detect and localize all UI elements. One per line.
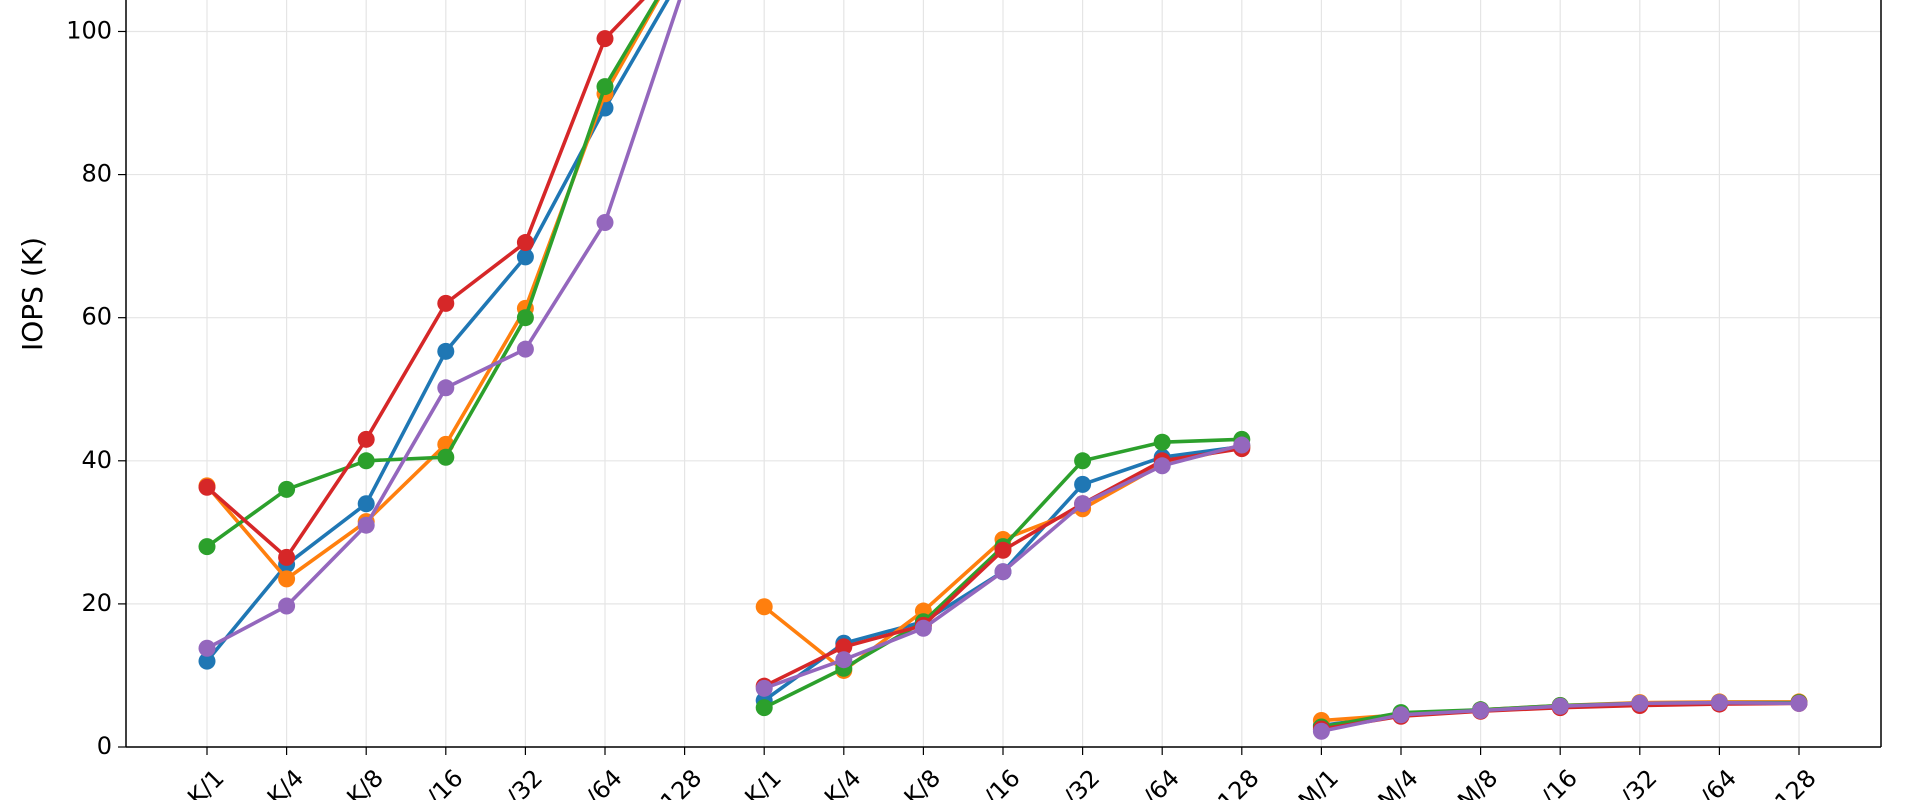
data-point bbox=[994, 541, 1012, 559]
plot-area bbox=[198, 0, 1808, 740]
x-tick-label: 128 bbox=[1212, 764, 1264, 800]
data-point bbox=[1074, 452, 1092, 470]
data-point bbox=[1551, 697, 1569, 715]
x-tick-label: /16 bbox=[1536, 764, 1583, 800]
data-point bbox=[1631, 694, 1649, 712]
data-point bbox=[357, 495, 375, 513]
x-tick-label: M/1 bbox=[1293, 764, 1344, 800]
data-point bbox=[1153, 457, 1171, 475]
x-tick-label: K/4 bbox=[262, 764, 309, 800]
y-tick-label: 20 bbox=[81, 589, 112, 617]
data-point bbox=[755, 699, 773, 717]
data-point bbox=[437, 294, 455, 312]
data-point bbox=[357, 452, 375, 470]
y-tick-label: 80 bbox=[81, 160, 112, 188]
x-tick-label: K/1 bbox=[182, 764, 229, 800]
data-point bbox=[1312, 722, 1330, 740]
data-point bbox=[278, 570, 296, 588]
data-point bbox=[278, 597, 296, 615]
data-point bbox=[516, 248, 534, 266]
x-tick-label: /32 bbox=[501, 764, 548, 800]
data-point bbox=[835, 638, 853, 656]
y-tick-label: 0 bbox=[97, 732, 112, 760]
data-point bbox=[1074, 475, 1092, 493]
data-point bbox=[437, 379, 455, 397]
x-tick-label: K/1 bbox=[739, 764, 786, 800]
data-point bbox=[198, 639, 216, 657]
data-point bbox=[1790, 694, 1808, 712]
data-point bbox=[755, 598, 773, 616]
data-point bbox=[198, 478, 216, 496]
data-point bbox=[516, 234, 534, 252]
x-tick-label: M/8 bbox=[1452, 764, 1503, 800]
x-tick-label: /16 bbox=[421, 764, 468, 800]
x-tick-label: /64 bbox=[1695, 764, 1742, 800]
data-point bbox=[596, 30, 614, 48]
x-tick-label: K/4 bbox=[819, 764, 866, 800]
x-tick-label: /64 bbox=[581, 764, 628, 800]
data-point bbox=[198, 538, 216, 556]
data-point bbox=[357, 430, 375, 448]
data-point bbox=[994, 563, 1012, 581]
data-point bbox=[1472, 702, 1490, 720]
data-point bbox=[437, 448, 455, 466]
x-tick-label: /64 bbox=[1138, 764, 1185, 800]
data-point bbox=[278, 480, 296, 498]
data-point bbox=[1074, 495, 1092, 513]
data-point bbox=[914, 619, 932, 637]
x-tick-label: /32 bbox=[1615, 764, 1662, 800]
data-point bbox=[755, 679, 773, 697]
data-point bbox=[596, 78, 614, 96]
data-point bbox=[1153, 433, 1171, 451]
x-tick-label: 128 bbox=[655, 764, 707, 800]
data-point bbox=[835, 651, 853, 669]
x-tick-label: M/4 bbox=[1373, 764, 1424, 800]
data-point bbox=[596, 214, 614, 232]
data-point bbox=[198, 652, 216, 670]
x-tick-label: /16 bbox=[979, 764, 1026, 800]
data-point bbox=[1392, 706, 1410, 724]
x-tick-label: 128 bbox=[1769, 764, 1821, 800]
data-point bbox=[516, 340, 534, 358]
y-tick-label: 100 bbox=[66, 16, 112, 44]
data-point bbox=[1233, 436, 1251, 454]
x-tick-label: K/8 bbox=[899, 764, 946, 800]
data-point bbox=[357, 516, 375, 534]
x-tick-label: K/8 bbox=[341, 764, 388, 800]
x-tick-label: /32 bbox=[1058, 764, 1105, 800]
data-point bbox=[437, 342, 455, 360]
data-point bbox=[516, 309, 534, 327]
y-tick-label: 60 bbox=[81, 303, 112, 331]
y-axis-label: IOPS (K) bbox=[16, 237, 49, 351]
y-tick-label: 40 bbox=[81, 446, 112, 474]
data-point bbox=[278, 548, 296, 566]
data-point bbox=[1710, 694, 1728, 712]
